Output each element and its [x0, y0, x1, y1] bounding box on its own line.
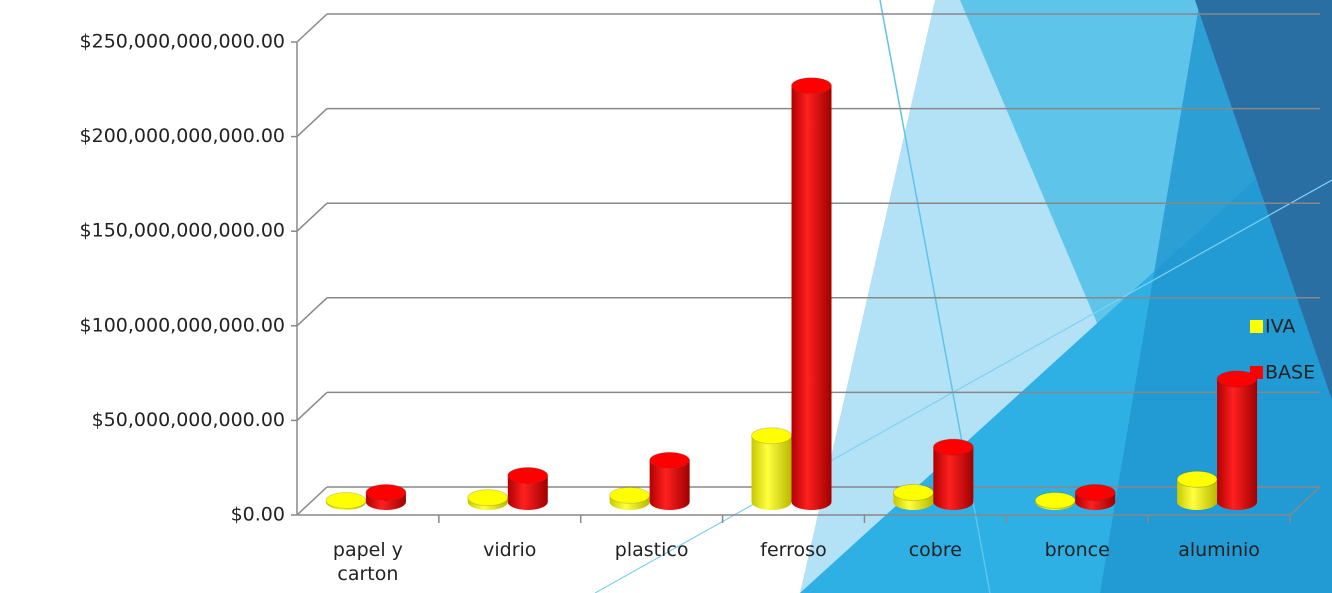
x-tick-label: bronce: [1044, 539, 1110, 561]
bar-cap: [791, 77, 832, 95]
bars: [325, 77, 1258, 510]
bar-cap: [507, 467, 549, 485]
bar: [751, 435, 792, 510]
bar-cap: [609, 486, 651, 504]
grid-line: [296, 486, 328, 516]
bar-cap: [1034, 491, 1076, 509]
bar-cap: [467, 489, 509, 507]
bar-cap: [365, 484, 407, 502]
x-tick-label: aluminio: [1178, 539, 1260, 561]
bar: [467, 497, 508, 510]
legend-label: IVA: [1265, 316, 1295, 338]
x-tick-label: ferroso: [760, 539, 827, 561]
bar: [893, 492, 934, 510]
grid-line: [296, 297, 328, 327]
bar-cap: [1176, 470, 1218, 488]
bar: [1177, 479, 1218, 510]
y-tick-label: $0.00: [231, 504, 285, 526]
grid-line: [296, 391, 328, 421]
bar-cap: [932, 438, 974, 456]
bar-cap: [892, 484, 934, 502]
y-tick-label: $150,000,000,000.00: [80, 220, 285, 242]
bar: [365, 492, 406, 510]
x-tick-label: cobre: [908, 539, 962, 561]
bar-cap: [1216, 370, 1258, 388]
y-tick-label: $50,000,000,000.00: [92, 409, 285, 431]
grid-line: [296, 108, 328, 138]
bar: [1075, 492, 1116, 510]
bar: [1217, 379, 1258, 510]
bar-cap: [1074, 484, 1116, 502]
x-tick-label: papel y carton: [332, 539, 403, 585]
x-tick-label: plastico: [614, 539, 689, 561]
y-tick-label: $200,000,000,000.00: [80, 125, 285, 147]
bar: [791, 85, 832, 510]
bar: [507, 475, 548, 510]
x-tick-label: vidrio: [483, 539, 537, 561]
floor-right: [1289, 486, 1321, 516]
bar: [325, 500, 366, 510]
bar-cap: [649, 451, 691, 469]
y-tick-label: $250,000,000,000.00: [80, 31, 285, 53]
bar-cap: [751, 427, 792, 445]
bar: [649, 460, 690, 510]
bar: [933, 447, 974, 510]
bar: [1035, 500, 1076, 510]
y-tick-label: $100,000,000,000.00: [80, 314, 285, 336]
grid-line: [296, 202, 328, 232]
grid-line: [296, 13, 328, 43]
legend-label: BASE: [1265, 362, 1315, 384]
legend-swatch: [1250, 320, 1263, 333]
bar: [609, 495, 650, 510]
bar-cap: [325, 491, 367, 509]
